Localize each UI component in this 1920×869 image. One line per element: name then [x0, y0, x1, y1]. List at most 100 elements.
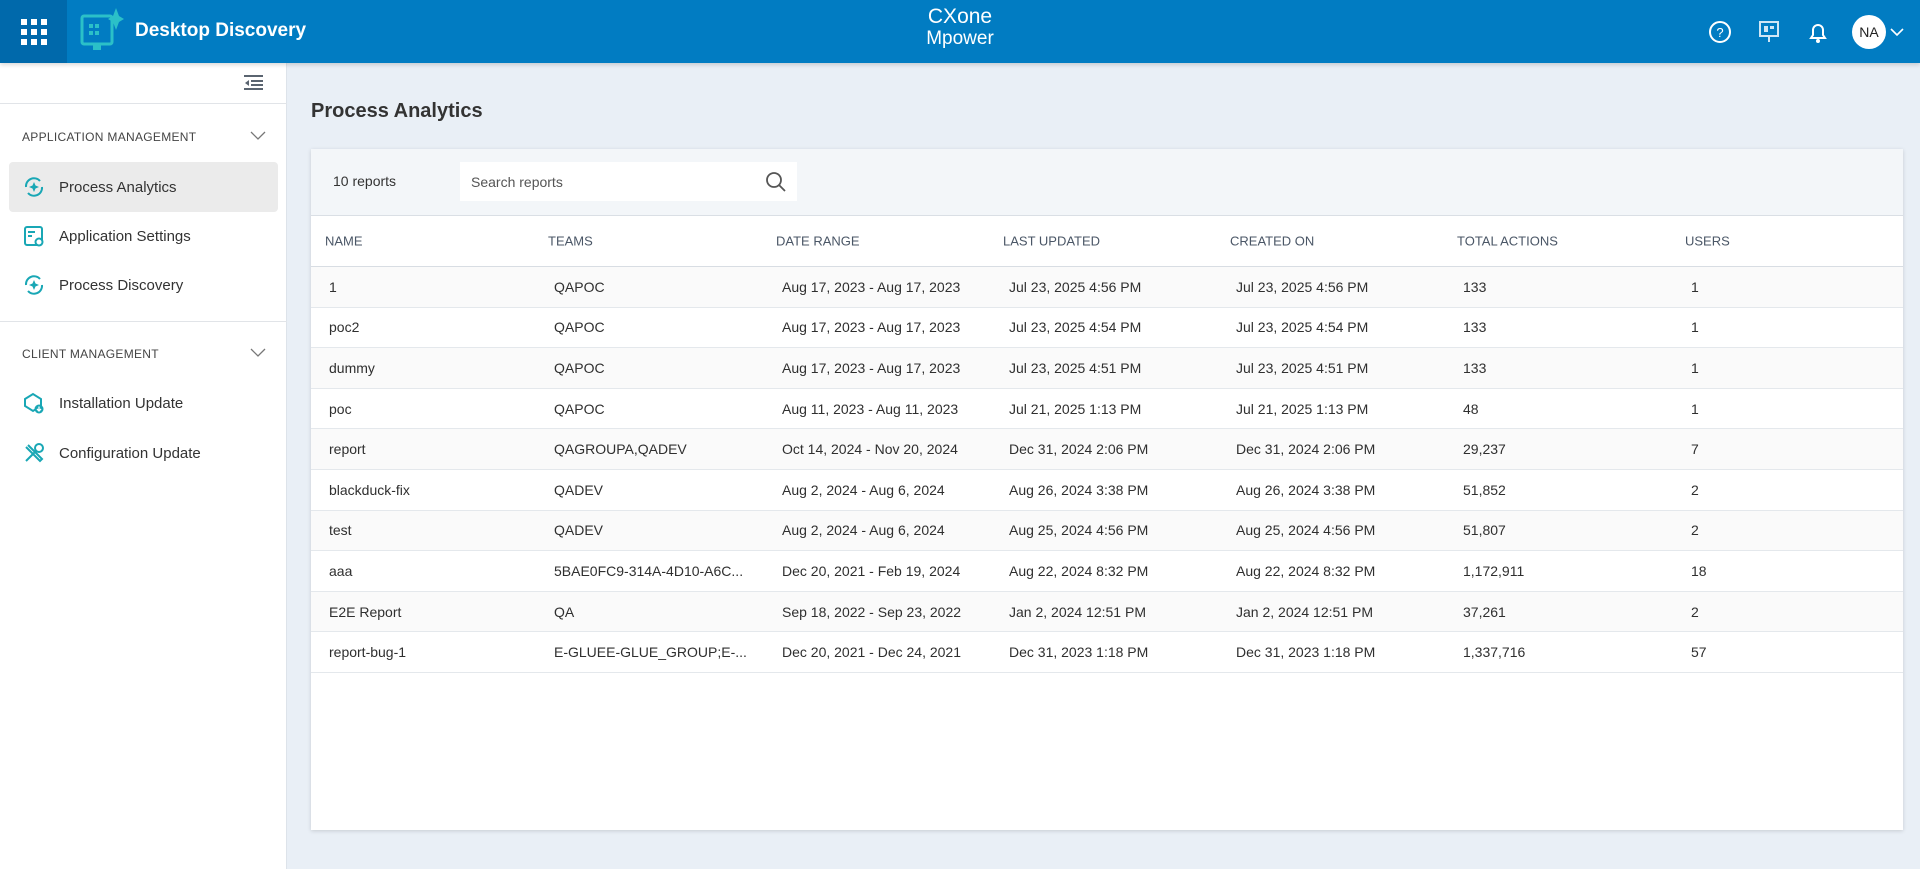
- cell-users: 2: [1691, 481, 1699, 498]
- sidebar-item-installation-update[interactable]: Installation Update: [9, 378, 278, 428]
- cell-total-actions: 133: [1463, 319, 1487, 336]
- cell-teams: QAPOC: [554, 319, 605, 336]
- svg-text:?: ?: [1716, 25, 1723, 40]
- cell-date-range: Aug 2, 2024 - Aug 6, 2024: [782, 522, 945, 539]
- cell-users: 1: [1691, 278, 1699, 295]
- table-row[interactable]: test QADEV Aug 2, 2024 - Aug 6, 2024 Aug 25…: [311, 510, 1903, 552]
- table-row[interactable]: 1 QAPOC Aug 17, 2023 - Aug 17, 2023 Jul 23,…: [311, 267, 1903, 308]
- cell-last-updated: Dec 31, 2023 1:18 PM: [1009, 644, 1149, 661]
- cell-date-range: Aug 2, 2024 - Aug 6, 2024: [782, 481, 945, 498]
- cell-teams: QADEV: [554, 481, 604, 498]
- table-row[interactable]: aaa 5BAE0FC9-314A-4D10-A6C... Dec 20, 2021…: [311, 551, 1903, 592]
- app-settings-icon: [24, 226, 44, 247]
- section-client-management: CLIENT MANAGEMENT: [22, 347, 159, 361]
- cell-created-on: Jul 23, 2025 4:54 PM: [1236, 319, 1369, 336]
- cell-teams: QADEV: [554, 522, 604, 539]
- table-row[interactable]: dummy QAPOC Aug 17, 2023 - Aug 17, 2023 Jul…: [311, 348, 1903, 389]
- column-header-teams[interactable]: TEAMS: [548, 233, 593, 249]
- page-title: Process Analytics: [311, 100, 483, 122]
- table-row[interactable]: E2E Report QA Sep 18, 2022 - Sep 23, 2022 J…: [311, 591, 1903, 633]
- cell-date-range: Sep 18, 2022 - Sep 23, 2022: [782, 603, 962, 620]
- cell-created-on: Aug 22, 2024 8:32 PM: [1236, 562, 1376, 579]
- reports-toolbar: 10 reports: [311, 149, 1903, 216]
- reports-table: NAME TEAMS DATE RANGE LAST UPDATED CREATED O…: [311, 216, 1903, 673]
- cell-teams: 5BAE0FC9-314A-4D10-A6C...: [554, 562, 744, 579]
- table-row[interactable]: poc QAPOC Aug 11, 2023 - Aug 11, 2023 Jul 2…: [311, 389, 1903, 430]
- user-avatar[interactable]: NA: [1852, 14, 1886, 49]
- cell-created-on: Aug 26, 2024 3:38 PM: [1236, 481, 1376, 498]
- help-icon[interactable]: ?: [1705, 17, 1735, 47]
- cell-created-on: Jul 23, 2025 4:51 PM: [1236, 359, 1369, 376]
- cell-last-updated: Aug 25, 2024 4:56 PM: [1009, 522, 1149, 539]
- sidebar-item-process-discovery[interactable]: Process Discovery: [9, 260, 278, 310]
- cell-name[interactable]: 1: [329, 278, 337, 295]
- cell-name[interactable]: blackduck-fix: [329, 481, 410, 498]
- table-row[interactable]: poc2 QAPOC Aug 17, 2023 - Aug 17, 2023 Jul …: [311, 308, 1903, 349]
- column-header-users[interactable]: USERS: [1685, 233, 1730, 249]
- cell-created-on: Dec 31, 2023 1:18 PM: [1236, 644, 1376, 661]
- sidebar: APPLICATION MANAGEMENT Process Analytics…: [0, 63, 287, 869]
- sidebar-item-label: Process Analytics: [59, 178, 177, 196]
- cell-created-on: Jul 23, 2025 4:56 PM: [1236, 278, 1369, 295]
- cell-total-actions: 133: [1463, 359, 1487, 376]
- cell-date-range: Oct 14, 2024 - Nov 20, 2024: [782, 441, 958, 458]
- sidebar-item-label: Process Discovery: [59, 276, 184, 294]
- cell-name[interactable]: report-bug-1: [329, 644, 407, 661]
- column-header-date-range[interactable]: DATE RANGE: [776, 233, 860, 249]
- installation-update-icon: [24, 392, 44, 414]
- chevron-down-icon[interactable]: [250, 348, 266, 358]
- cell-total-actions: 37,261: [1463, 603, 1506, 620]
- cell-last-updated: Dec 31, 2024 2:06 PM: [1009, 441, 1149, 458]
- cxone-mpower-logo: CXone Mpower: [926, 5, 994, 50]
- cell-date-range: Aug 11, 2023 - Aug 11, 2023: [782, 400, 959, 417]
- column-header-name[interactable]: NAME: [325, 233, 363, 249]
- cell-name[interactable]: dummy: [329, 359, 375, 376]
- cell-total-actions: 51,852: [1463, 481, 1506, 498]
- table-row[interactable]: report QAGROUPA,QADEV Oct 14, 2024 - Nov 2…: [311, 429, 1903, 470]
- reports-card: 10 reports NAME TEAMS DATE RANGE LAST UPDAT…: [311, 149, 1903, 830]
- cell-date-range: Aug 17, 2023 - Aug 17, 2023: [782, 359, 961, 376]
- table-row[interactable]: blackduck-fix QADEV Aug 2, 2024 - Aug 6, 2…: [311, 470, 1903, 511]
- column-header-last-updated[interactable]: LAST UPDATED: [1003, 233, 1101, 249]
- cell-name[interactable]: poc: [329, 400, 352, 417]
- cell-name[interactable]: E2E Report: [329, 603, 402, 620]
- column-header-created-on[interactable]: CREATED ON: [1230, 233, 1315, 249]
- cell-total-actions: 29,237: [1463, 441, 1506, 458]
- chevron-down-icon[interactable]: [250, 131, 266, 141]
- table-row[interactable]: report-bug-1 E-GLUEE-GLUE_GROUP;E-... Dec …: [311, 632, 1903, 673]
- notifications-bell-icon[interactable]: [1803, 17, 1833, 47]
- presentation-icon[interactable]: [1754, 17, 1784, 47]
- collapse-sidebar-icon[interactable]: [242, 73, 264, 91]
- cell-teams: QAPOC: [554, 359, 605, 376]
- section-application-management: APPLICATION MANAGEMENT: [22, 130, 197, 144]
- app-launcher-button[interactable]: [0, 0, 67, 63]
- sidebar-item-application-settings[interactable]: Application Settings: [9, 211, 278, 261]
- cell-total-actions: 48: [1463, 400, 1479, 417]
- search-input[interactable]: [460, 162, 797, 201]
- cell-users: 18: [1691, 562, 1707, 579]
- cell-users: 2: [1691, 522, 1699, 539]
- cell-name[interactable]: test: [329, 522, 352, 539]
- chevron-down-icon[interactable]: [1890, 27, 1904, 37]
- sidebar-item-label: Installation Update: [59, 394, 184, 412]
- sidebar-item-configuration-update[interactable]: Configuration Update: [9, 428, 278, 478]
- search-icon[interactable]: [765, 171, 787, 193]
- cell-last-updated: Jul 23, 2025 4:51 PM: [1009, 359, 1142, 376]
- cell-teams: QA: [554, 603, 575, 620]
- cell-users: 1: [1691, 359, 1699, 376]
- cell-last-updated: Jul 23, 2025 4:56 PM: [1009, 278, 1142, 295]
- cell-users: 57: [1691, 644, 1707, 661]
- grid-icon: [20, 18, 47, 45]
- cell-date-range: Dec 20, 2021 - Feb 19, 2024: [782, 562, 961, 579]
- cell-created-on: Dec 31, 2024 2:06 PM: [1236, 441, 1376, 458]
- cell-name[interactable]: aaa: [329, 562, 353, 579]
- sidebar-item-label: Application Settings: [59, 227, 191, 245]
- cell-name[interactable]: poc2: [329, 319, 360, 336]
- app-title: Desktop Discovery: [135, 20, 307, 41]
- cell-users: 1: [1691, 319, 1699, 336]
- cell-created-on: Jul 21, 2025 1:13 PM: [1236, 400, 1369, 417]
- cell-name[interactable]: report: [329, 441, 366, 458]
- cell-teams: E-GLUEE-GLUE_GROUP;E-...: [554, 644, 747, 661]
- sidebar-item-process-analytics[interactable]: Process Analytics: [9, 162, 278, 212]
- column-header-total-actions[interactable]: TOTAL ACTIONS: [1457, 233, 1558, 249]
